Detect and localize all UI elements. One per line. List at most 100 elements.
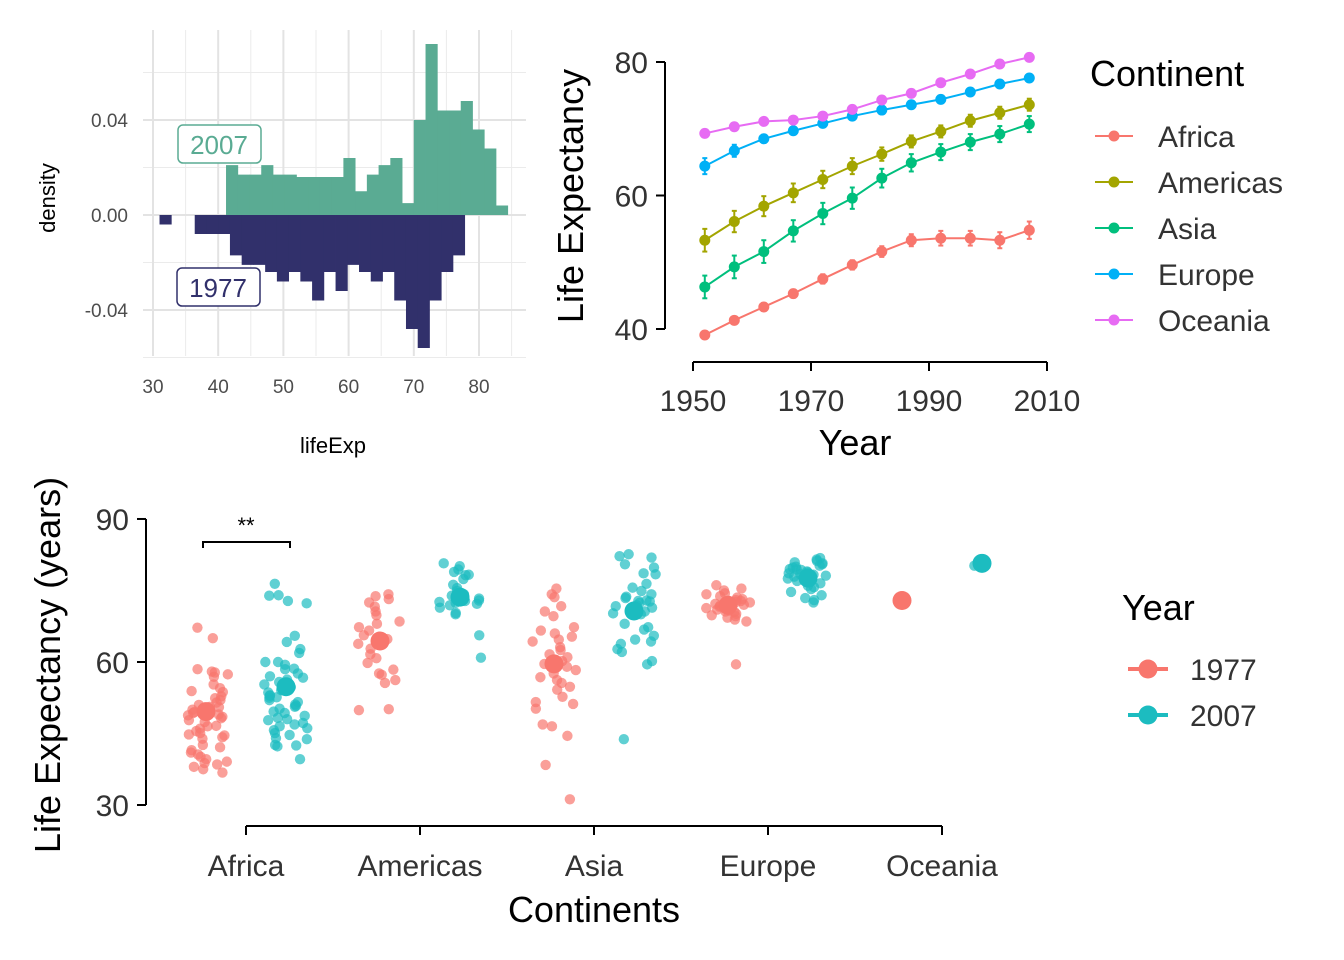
scatter-point [273, 590, 284, 601]
scatter-point [474, 630, 485, 641]
scatter-legend-title: Year [1122, 587, 1195, 628]
line-point [1023, 99, 1035, 111]
line-chart-y-tick-label: 60 [615, 181, 648, 214]
histogram-bar-2007 [319, 177, 333, 215]
scatter-point [564, 794, 576, 805]
histogram-bar-1977 [429, 215, 442, 301]
scatter-y-tick-label: 60 [96, 647, 129, 680]
histogram-x-tick-label: 60 [338, 377, 359, 398]
scatter-point [272, 741, 283, 752]
scatter-point [539, 606, 551, 617]
scatter-point [192, 622, 203, 633]
histogram-bar-1977 [323, 215, 336, 272]
histogram-y-tick-label: -0.04 [85, 301, 129, 322]
scatter-point [614, 550, 625, 562]
line-series-asia [699, 115, 1035, 300]
scatter-point [814, 560, 825, 571]
line-point [846, 160, 858, 172]
histogram-bar-1977 [300, 215, 313, 282]
scatter-point [546, 721, 558, 732]
scatter-point [568, 621, 580, 633]
scatter-point [214, 742, 226, 753]
scatter-point [530, 703, 542, 714]
line-point [699, 234, 711, 246]
scatter-mean-point [798, 568, 818, 588]
scatter-point [353, 621, 365, 633]
line-chart-x-tick-label: 2010 [1014, 385, 1081, 418]
histogram-x-ticks: 30 40 50 60 70 80 [142, 377, 489, 398]
scatter-point [291, 740, 302, 751]
line-point [876, 94, 888, 106]
scatter-point [471, 598, 483, 610]
histogram-bar-1977 [452, 215, 466, 256]
line-point [905, 99, 917, 111]
scatter-series-2007 [259, 549, 992, 765]
scatter-x-tick-label: Americas [357, 850, 482, 883]
scatter-point [379, 677, 391, 689]
scatter-point [701, 602, 712, 614]
line-europe [704, 77, 1030, 168]
histogram-bar-1977 [159, 215, 172, 225]
scatter-point [186, 685, 197, 697]
line-point [758, 301, 770, 313]
scatter-point [549, 591, 560, 603]
line-point [787, 114, 799, 126]
histogram-bar-1977 [241, 215, 254, 265]
line-point [728, 216, 740, 228]
line-point [817, 110, 829, 122]
scatter-mean-point [972, 553, 992, 573]
scatter-point [183, 729, 195, 740]
scatter-point [434, 596, 445, 608]
scatter-point [701, 589, 712, 600]
line-point [905, 135, 917, 147]
legend-label: 2007 [1190, 700, 1257, 733]
scatter-point [820, 570, 832, 581]
line-point [876, 104, 888, 116]
scatter-point [535, 672, 546, 683]
line-point [728, 121, 740, 133]
line-chart-x-tick-label: 1970 [778, 385, 845, 418]
scatter-mean-point [370, 631, 390, 651]
scatter-point [358, 630, 370, 641]
scatter-point [217, 732, 228, 743]
scatter-point [353, 638, 364, 650]
histogram-bar-2007 [331, 177, 344, 215]
scatter-point [644, 596, 655, 607]
histogram-bar-2007 [495, 205, 509, 215]
legend-label: Africa [1158, 121, 1235, 154]
line-point [935, 125, 947, 137]
scatter-point [217, 767, 228, 778]
line-legend-item-americas: Americas [1095, 167, 1283, 200]
line-chart-x-tick-label: 1990 [896, 385, 963, 418]
scatter-mean-point [624, 601, 644, 621]
label-2007-text: 2007 [190, 130, 248, 160]
histogram-panel: 30 40 50 60 70 80 -0.04 0.00 0.04 lifeExp densi… [35, 30, 526, 458]
legend-label: Americas [1158, 167, 1283, 200]
scatter-point [551, 684, 563, 695]
scatter-mean-point [544, 654, 564, 674]
scatter-legend: 1977 2007 [1128, 654, 1257, 733]
scatter-point [188, 761, 200, 773]
line-point [964, 115, 976, 127]
scatter-point [284, 729, 295, 741]
histogram-bar-2007 [226, 165, 239, 215]
line-point [994, 128, 1006, 140]
scatter-point [566, 631, 578, 642]
line-point [758, 133, 770, 145]
line-point [699, 281, 711, 293]
scatter-point [800, 592, 811, 604]
scatter-point [301, 598, 312, 609]
scatter-point [621, 591, 632, 602]
histogram-bar-2007 [249, 174, 262, 215]
histogram-y-axis-title: density [35, 163, 60, 233]
scatter-point [353, 704, 365, 716]
histogram-x-axis-title: lifeExp [300, 433, 366, 458]
scatter-point [785, 586, 797, 598]
scatter-point [281, 636, 292, 648]
histogram-bar-1977 [253, 215, 266, 265]
scatter-point [570, 664, 581, 676]
histogram-x-tick-label: 30 [142, 377, 163, 398]
line-chart-axes: 40 60 80 1950 1970 1990 2010 [615, 47, 1081, 418]
histogram-bar-2007 [413, 120, 426, 215]
histogram-bar-1977 [265, 215, 278, 272]
